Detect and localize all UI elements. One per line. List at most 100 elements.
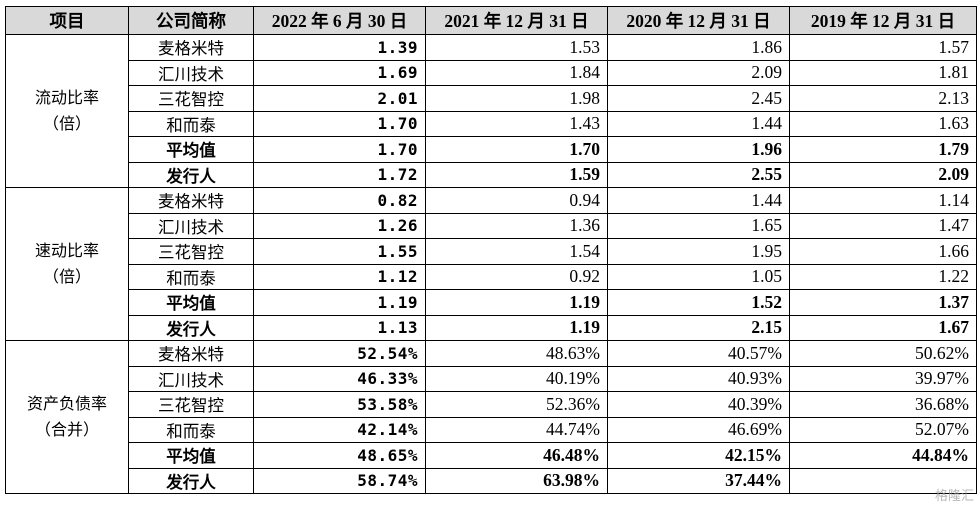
table-row: 和而泰 42.14% 44.74% 46.69% 52.07% xyxy=(6,416,977,443)
value-cell: 1.67 xyxy=(789,314,977,341)
value-cell: 2.09 xyxy=(607,59,790,86)
value-cell: 1.59 xyxy=(425,161,608,188)
value-cell: 1.47 xyxy=(789,212,977,239)
value-cell: 1.70 xyxy=(253,110,426,137)
company-name-cell: 发行人 xyxy=(128,161,254,188)
value-cell: 0.92 xyxy=(425,263,608,290)
value-cell: 0.94 xyxy=(425,187,608,214)
value-cell: 1.95 xyxy=(607,238,790,265)
table-row: 汇川技术 1.26 1.36 1.65 1.47 xyxy=(6,212,977,239)
header-row: 项目 公司简称 2022 年 6 月 30 日 2021 年 12 月 31 日… xyxy=(5,6,977,35)
company-name-cell: 汇川技术 xyxy=(128,365,254,392)
table-body: 流动比率 （倍） 麦格米特 1.39 1.53 1.86 1.57 汇川技术 1.69 1.84 2… xyxy=(5,34,977,494)
value-cell: 40.39% xyxy=(607,391,790,418)
value-cell: 46.33% xyxy=(253,365,426,392)
value-cell: 1.98 xyxy=(425,85,608,112)
table-row: 平均值 48.65% 46.48% 42.15% 44.84% xyxy=(6,442,977,469)
value-cell: 1.19 xyxy=(425,314,608,341)
company-name-cell: 麦格米特 xyxy=(128,340,254,367)
value-cell: 48.65% xyxy=(253,442,426,469)
value-cell: 1.05 xyxy=(607,263,790,290)
header-company: 公司简称 xyxy=(128,6,254,35)
table-row: 三花智控 1.55 1.54 1.95 1.66 xyxy=(6,238,977,265)
value-cell: 1.86 xyxy=(607,34,790,61)
value-cell: 58.74% xyxy=(253,467,426,494)
table-row: 发行人 1.72 1.59 2.55 2.09 xyxy=(6,161,977,188)
value-cell: 1.37 xyxy=(789,289,977,316)
value-cell: 40.57% xyxy=(607,340,790,367)
value-cell: 1.19 xyxy=(253,289,426,316)
value-cell: 1.43 xyxy=(425,110,608,137)
value-cell: 37.44% xyxy=(607,467,790,494)
financial-ratio-table: 项目 公司简称 2022 年 6 月 30 日 2021 年 12 月 31 日… xyxy=(5,6,977,494)
metric-unit: （合并） xyxy=(34,420,99,439)
value-cell: 1.12 xyxy=(253,263,426,290)
company-name-cell: 三花智控 xyxy=(128,85,254,112)
value-cell: 44.84% xyxy=(789,442,977,469)
value-cell: 46.48% xyxy=(425,442,608,469)
metric-name: 资产负债率 xyxy=(26,394,107,413)
value-cell: 1.57 xyxy=(789,34,977,61)
value-cell: 46.69% xyxy=(607,416,790,443)
table-row: 资产负债率 （合并） 麦格米特 52.54% 48.63% 40.57% 50.62% xyxy=(5,340,977,494)
metric-label: 流动比率 （倍） xyxy=(5,34,129,188)
value-cell: 1.81 xyxy=(789,59,977,86)
metric-unit: （倍） xyxy=(42,267,91,286)
table-row: 平均值 1.19 1.19 1.52 1.37 xyxy=(6,289,977,316)
value-cell: 1.53 xyxy=(425,34,608,61)
value-cell: 1.22 xyxy=(789,263,977,290)
value-cell: 1.54 xyxy=(425,238,608,265)
value-cell: 1.52 xyxy=(607,289,790,316)
value-cell: 40.93% xyxy=(607,365,790,392)
table-row: 汇川技术 46.33% 40.19% 40.93% 39.97% xyxy=(6,365,977,392)
table-row: 发行人 1.13 1.19 2.15 1.67 xyxy=(6,314,977,341)
company-name-cell: 和而泰 xyxy=(128,263,254,290)
value-cell: 52.36% xyxy=(425,391,608,418)
value-cell: 1.13 xyxy=(253,314,426,341)
company-name-cell: 和而泰 xyxy=(128,110,254,137)
value-cell: 39.97% xyxy=(789,365,977,392)
value-cell: 42.15% xyxy=(607,442,790,469)
value-cell: 1.65 xyxy=(607,212,790,239)
table-row: 发行人 58.74% 63.98% 37.44% xyxy=(6,467,977,494)
table-row: 三花智控 2.01 1.98 2.45 2.13 xyxy=(6,85,977,112)
value-cell: 42.14% xyxy=(253,416,426,443)
value-cell: 44.74% xyxy=(425,416,608,443)
metric-label: 资产负债率 （合并） xyxy=(5,340,129,494)
value-cell: 1.69 xyxy=(253,59,426,86)
table-row: 和而泰 1.12 0.92 1.05 1.22 xyxy=(6,263,977,290)
value-cell xyxy=(789,467,977,494)
value-cell: 40.19% xyxy=(425,365,608,392)
company-name-cell: 麦格米特 xyxy=(128,187,254,214)
value-cell: 2.15 xyxy=(607,314,790,341)
company-name-cell: 发行人 xyxy=(128,467,254,494)
header-period-2021-12-31: 2021 年 12 月 31 日 xyxy=(425,6,608,35)
metric-name: 速动比率 xyxy=(34,241,99,260)
value-cell: 1.70 xyxy=(253,136,426,163)
company-name-cell: 平均值 xyxy=(128,136,254,163)
value-cell: 2.09 xyxy=(789,161,977,188)
value-cell: 0.82 xyxy=(253,187,426,214)
value-cell: 2.55 xyxy=(607,161,790,188)
table-row: 和而泰 1.70 1.43 1.44 1.63 xyxy=(6,110,977,137)
value-cell: 1.14 xyxy=(789,187,977,214)
watermark-logo: 格隆汇 xyxy=(934,489,974,504)
table-row: 速动比率 （倍） 麦格米特 0.82 0.94 1.44 1.14 xyxy=(5,187,977,341)
header-period-2019-12-31: 2019 年 12 月 31 日 xyxy=(789,6,977,35)
value-cell: 53.58% xyxy=(253,391,426,418)
value-cell: 1.44 xyxy=(607,187,790,214)
table-row: 平均值 1.70 1.70 1.96 1.79 xyxy=(6,136,977,163)
value-cell: 2.13 xyxy=(789,85,977,112)
table-row: 三花智控 53.58% 52.36% 40.39% 36.68% xyxy=(6,391,977,418)
company-name-cell: 汇川技术 xyxy=(128,212,254,239)
company-name-cell: 三花智控 xyxy=(128,391,254,418)
company-name-cell: 发行人 xyxy=(128,314,254,341)
value-cell: 1.72 xyxy=(253,161,426,188)
value-cell: 1.55 xyxy=(253,238,426,265)
table-row: 流动比率 （倍） 麦格米特 1.39 1.53 1.86 1.57 xyxy=(5,34,977,188)
company-name-cell: 平均值 xyxy=(128,289,254,316)
value-cell: 52.54% xyxy=(253,340,426,367)
value-cell: 2.01 xyxy=(253,85,426,112)
value-cell: 1.19 xyxy=(425,289,608,316)
metric-name: 流动比率 xyxy=(34,88,99,107)
